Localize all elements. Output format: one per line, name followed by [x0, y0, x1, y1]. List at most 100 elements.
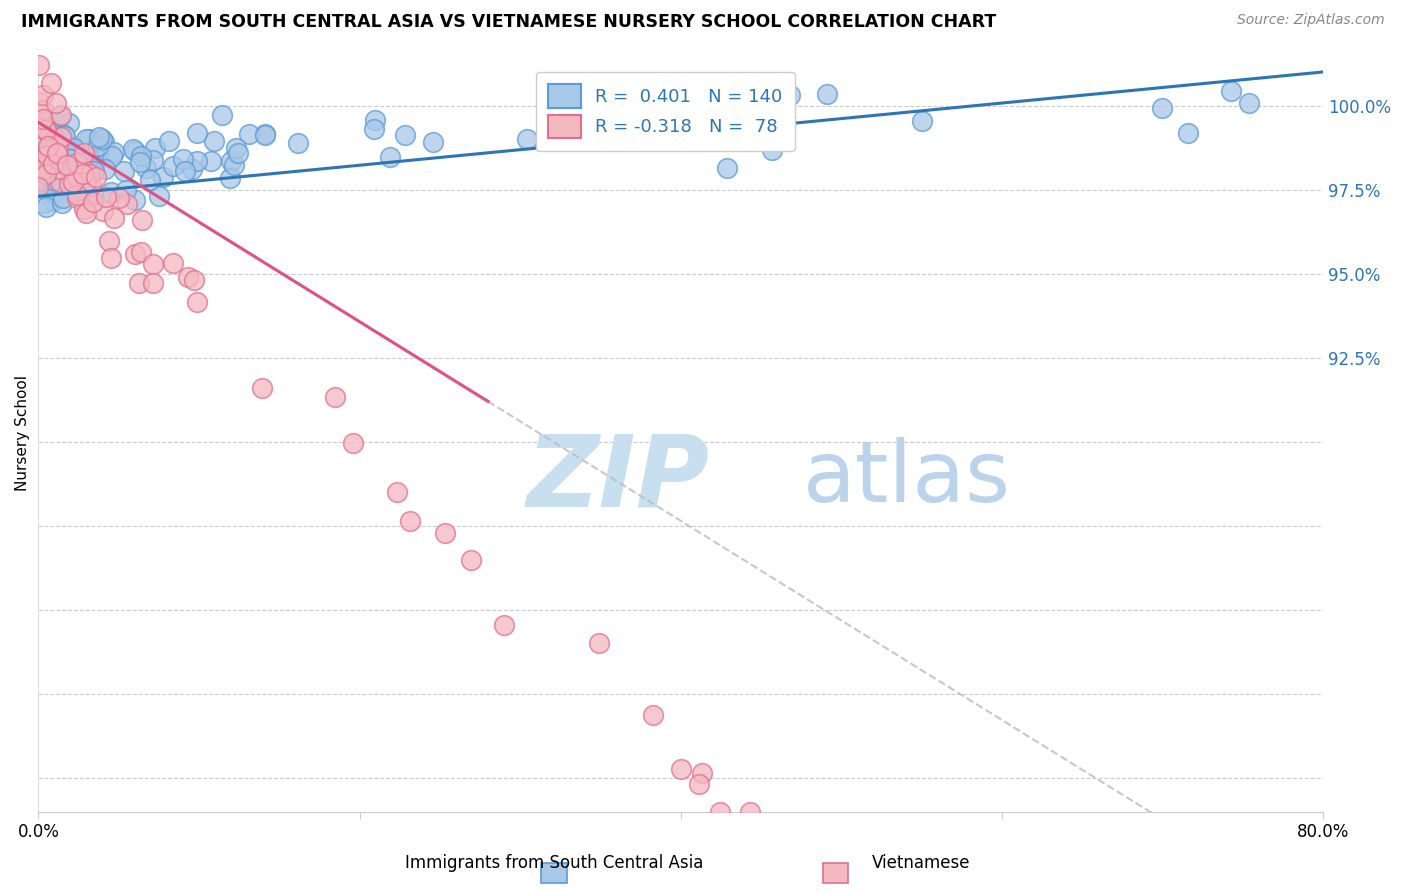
- Point: [142, 256, 165, 270]
- Point: [48, 175, 70, 189]
- Point: [94, 161, 117, 176]
- Point: [162, 159, 184, 173]
- Point: [52, 138, 75, 153]
- Point: [58, 157, 80, 171]
- Point: [254, 128, 277, 143]
- Point: [103, 211, 125, 226]
- Point: [51, 129, 73, 144]
- Point: [66, 191, 89, 205]
- Point: [91, 132, 114, 146]
- Point: [56, 141, 79, 155]
- Point: [87, 148, 110, 162]
- Point: [172, 153, 194, 167]
- Point: [32, 149, 55, 163]
- Point: [129, 244, 152, 259]
- Point: [815, 87, 838, 101]
- Point: [72, 167, 94, 181]
- Point: [63, 183, 86, 197]
- Point: [226, 146, 249, 161]
- Point: [49, 175, 72, 189]
- Point: [287, 136, 309, 150]
- Point: [62, 175, 84, 189]
- Point: [38, 153, 60, 168]
- Point: [42, 194, 65, 208]
- Point: [48, 162, 70, 177]
- Point: [124, 247, 146, 261]
- Point: [49, 108, 72, 122]
- Point: [42, 157, 65, 171]
- Point: [669, 762, 692, 776]
- Point: [75, 132, 97, 146]
- Point: [422, 135, 444, 149]
- Text: Source: ZipAtlas.com: Source: ZipAtlas.com: [1237, 13, 1385, 28]
- Point: [323, 390, 346, 404]
- Point: [186, 153, 208, 168]
- Point: [79, 131, 101, 145]
- Point: [100, 251, 122, 265]
- Point: [56, 158, 79, 172]
- Point: [45, 96, 67, 111]
- Point: [591, 101, 613, 115]
- Point: [82, 159, 104, 173]
- Point: [115, 197, 138, 211]
- Point: [52, 178, 75, 193]
- Point: [107, 191, 129, 205]
- Point: [82, 194, 104, 209]
- Point: [142, 276, 165, 290]
- Point: [52, 128, 75, 142]
- Point: [100, 186, 122, 200]
- Point: [63, 178, 86, 192]
- Point: [37, 169, 59, 183]
- Point: [690, 765, 713, 780]
- Point: [45, 145, 67, 160]
- Point: [41, 154, 63, 169]
- Point: [66, 155, 89, 169]
- Point: [112, 163, 135, 178]
- Point: [31, 162, 53, 177]
- Point: [38, 140, 60, 154]
- Point: [253, 127, 276, 141]
- Point: [688, 777, 710, 791]
- Text: Vietnamese: Vietnamese: [872, 855, 970, 872]
- Point: [219, 170, 242, 185]
- Point: [433, 525, 456, 540]
- Point: [87, 130, 110, 145]
- Point: [35, 114, 58, 128]
- Point: [30, 135, 52, 149]
- Point: [56, 151, 79, 165]
- Point: [28, 161, 51, 175]
- Point: [58, 116, 80, 130]
- Point: [143, 141, 166, 155]
- Point: [27, 179, 49, 194]
- Point: [716, 161, 738, 176]
- Point: [27, 173, 49, 187]
- Point: [28, 151, 51, 165]
- Point: [42, 185, 65, 199]
- Point: [58, 178, 80, 192]
- Point: [28, 95, 51, 109]
- Point: [31, 182, 53, 196]
- Point: [39, 130, 62, 145]
- Point: [45, 161, 67, 175]
- Point: [70, 187, 93, 202]
- Point: [55, 165, 77, 179]
- Point: [31, 173, 53, 187]
- Point: [148, 189, 170, 203]
- Point: [460, 552, 482, 566]
- Point: [32, 195, 55, 210]
- Point: [103, 145, 125, 160]
- Point: [31, 114, 53, 128]
- Point: [46, 139, 69, 153]
- Point: [59, 152, 82, 166]
- Point: [37, 139, 59, 153]
- Point: [173, 164, 195, 178]
- Point: [98, 234, 121, 248]
- Point: [77, 149, 100, 163]
- Point: [157, 134, 180, 148]
- Point: [588, 635, 610, 649]
- Point: [35, 167, 58, 181]
- Point: [1219, 84, 1241, 98]
- Point: [186, 126, 208, 140]
- Point: [224, 158, 246, 172]
- Point: [84, 170, 107, 185]
